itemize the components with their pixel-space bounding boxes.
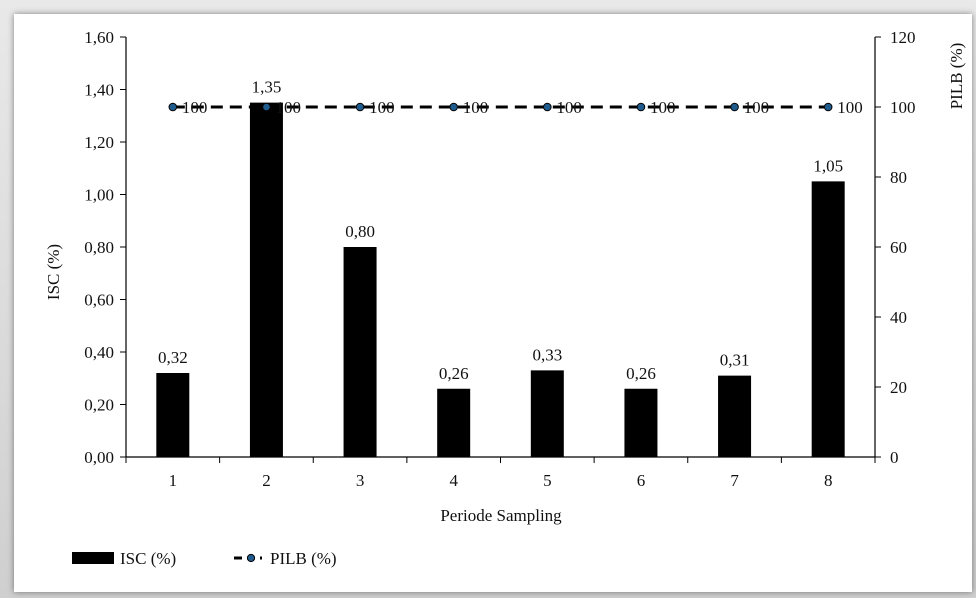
- x-tick-label: 7: [730, 471, 739, 490]
- isc-bar: [156, 373, 190, 457]
- pilb-point: [730, 102, 739, 112]
- isc-bar: [437, 388, 471, 457]
- pilb-point: [449, 102, 458, 112]
- pilb-point: [823, 102, 833, 112]
- pilb-point: [262, 102, 271, 112]
- x-axis-title: Periode Sampling: [440, 506, 562, 525]
- pilb-point: [636, 102, 646, 112]
- x-tick-label: 2: [262, 471, 271, 490]
- isc-data-label: 0,32: [158, 348, 188, 367]
- x-tick-label: 1: [169, 471, 178, 490]
- data-labels: 0,32 1,35 0,80 0,26 0,33 0,26 0,31 1,05 100 100 10…: [158, 78, 863, 383]
- x-tick-label: 4: [449, 471, 458, 490]
- y2-tick-label: 100: [890, 98, 916, 117]
- axes: 0,00 0,20 0,40 0,60 0,80 1,00 1,20 1,40 1,60 0 20 4…: [84, 28, 915, 490]
- isc-bar: [530, 370, 564, 457]
- legend-label-isc: ISC (%): [120, 549, 176, 568]
- y2-tick-label: 0: [890, 448, 899, 467]
- isc-data-label: 0,80: [345, 222, 375, 241]
- isc-bar: [343, 247, 377, 457]
- isc-bar: [249, 102, 283, 457]
- pilb-data-label: 100: [837, 98, 863, 117]
- pilb-point: [168, 102, 178, 112]
- y-axis-title: ISC (%): [44, 244, 63, 300]
- isc-bar: [624, 388, 658, 457]
- y-tick-label: 0,20: [84, 396, 114, 415]
- y-tick-label: 0,40: [84, 343, 114, 362]
- y2-tick-label: 120: [890, 28, 916, 47]
- line-series-pilb: [168, 102, 833, 112]
- x-tick-label: 6: [637, 471, 646, 490]
- x-tick-label: 3: [356, 471, 365, 490]
- isc-data-label: 0,26: [626, 364, 656, 383]
- y2-axis-title: PILB (%): [947, 43, 966, 110]
- isc-data-label: 1,05: [813, 156, 843, 175]
- isc-data-label: 1,35: [252, 78, 282, 97]
- bar-series-isc: [156, 102, 845, 457]
- y-tick-label: 1,00: [84, 186, 114, 205]
- pilb-data-label: 100: [369, 98, 395, 117]
- pilb-data-label: 100: [556, 98, 582, 117]
- y2-tick-label: 40: [890, 308, 907, 327]
- y2-tick-label: 20: [890, 378, 907, 397]
- isc-data-label: 0,33: [532, 345, 562, 364]
- y-tick-label: 1,40: [84, 81, 114, 100]
- pilb-data-label: 100: [463, 98, 489, 117]
- legend-swatch-pilb-marker: [246, 553, 256, 563]
- legend-label-pilb: PILB (%): [270, 549, 337, 568]
- pilb-data-label: 100: [275, 98, 301, 117]
- x-tick-label: 8: [824, 471, 833, 490]
- pilb-point: [543, 102, 552, 112]
- pilb-data-label: 100: [650, 98, 676, 117]
- pilb-point: [355, 102, 365, 112]
- y-tick-label: 1,20: [84, 133, 114, 152]
- y2-tick-label: 60: [890, 238, 907, 257]
- x-tick-label: 5: [543, 471, 552, 490]
- legend-swatch-isc: [72, 552, 114, 564]
- y-tick-label: 0,80: [84, 238, 114, 257]
- pilb-data-label: 100: [744, 98, 770, 117]
- y-tick-label: 0,00: [84, 448, 114, 467]
- isc-bar: [718, 375, 752, 457]
- pilb-data-label: 100: [182, 98, 208, 117]
- y2-tick-label: 80: [890, 168, 907, 187]
- isc-data-label: 0,26: [439, 364, 469, 383]
- isc-bar: [811, 181, 845, 457]
- y-tick-label: 1,60: [84, 28, 114, 47]
- y-tick-label: 0,60: [84, 291, 114, 310]
- legend: ISC (%) PILB (%): [72, 549, 337, 568]
- isc-data-label: 0,31: [720, 351, 750, 370]
